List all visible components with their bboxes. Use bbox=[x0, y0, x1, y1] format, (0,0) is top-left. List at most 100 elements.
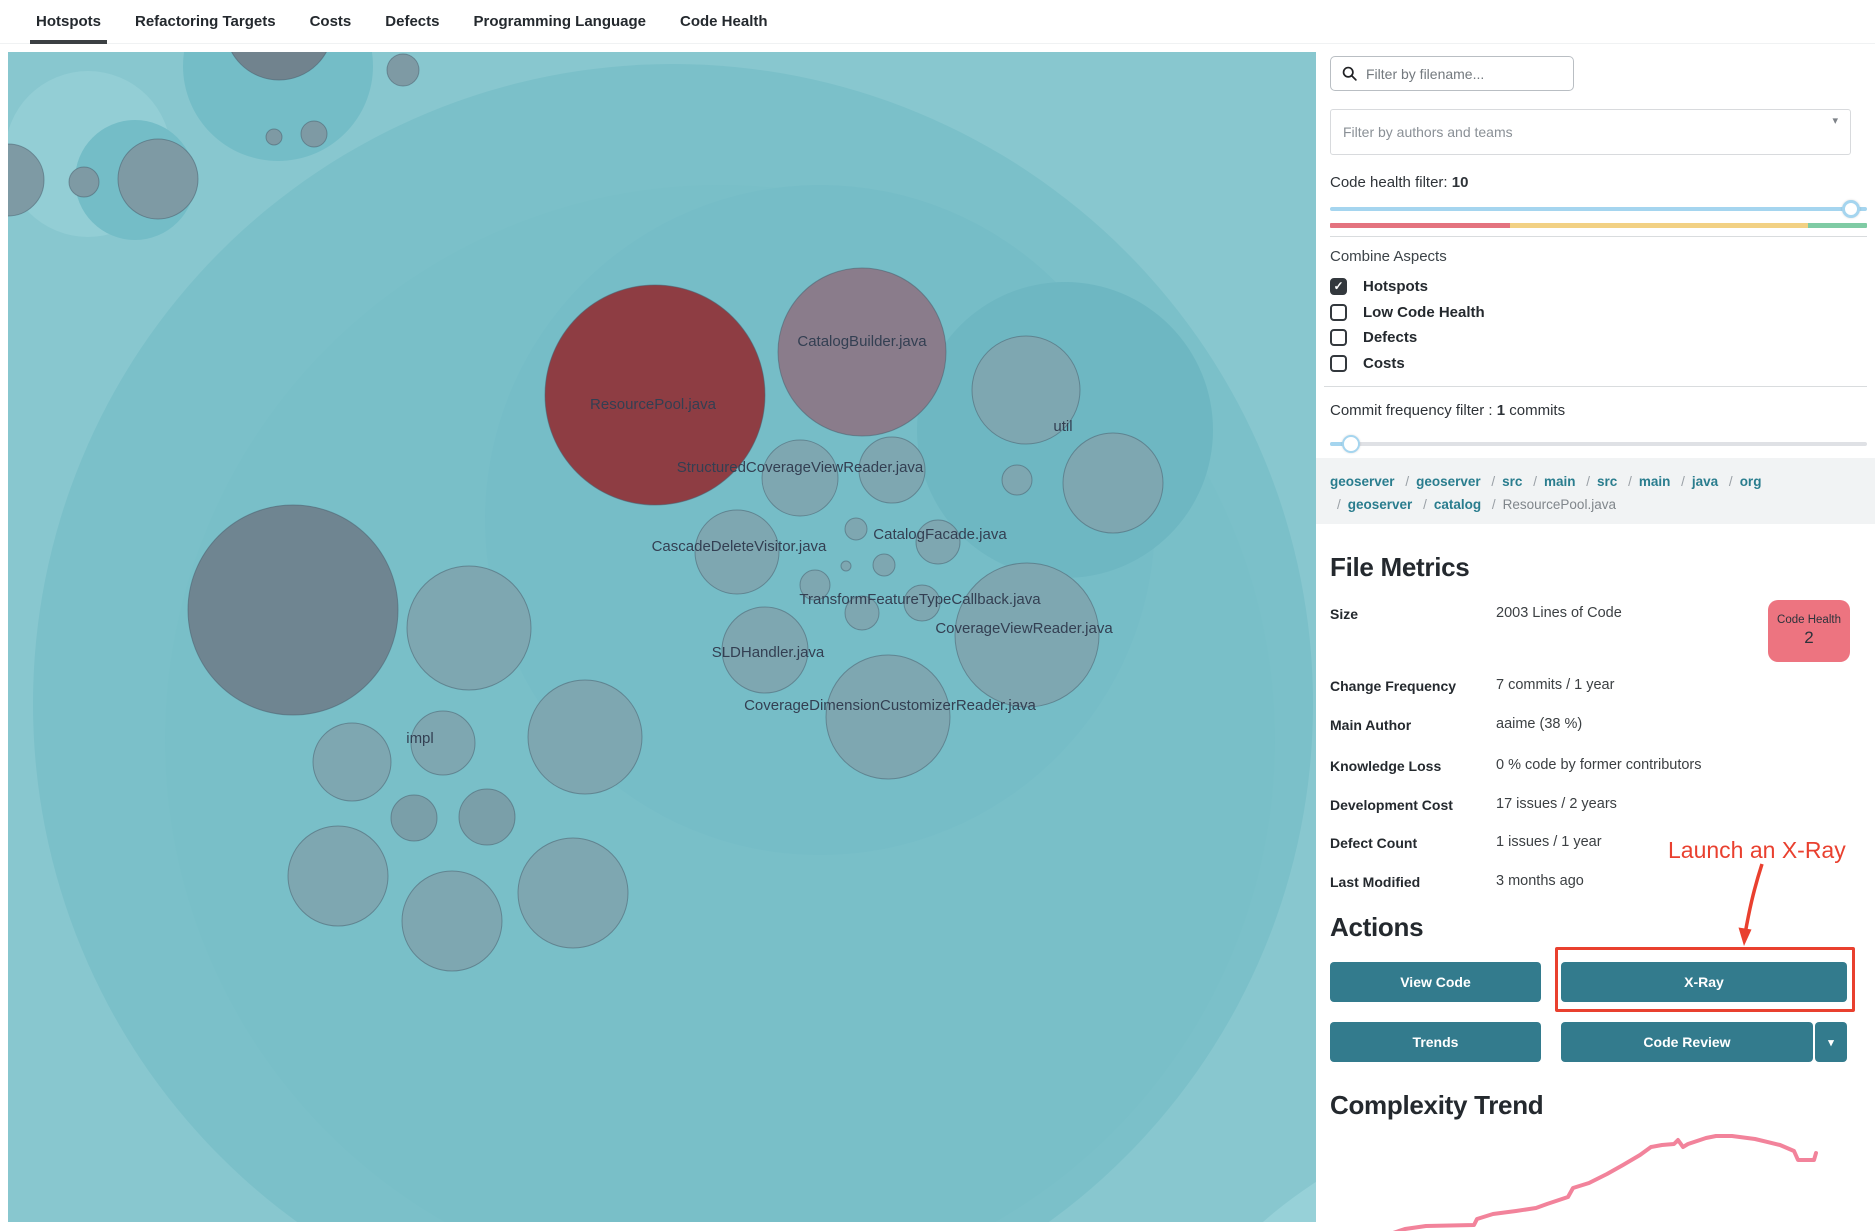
metric-value-knowledge-loss: 0 % code by former contributors bbox=[1496, 757, 1702, 773]
tab-costs[interactable]: Costs bbox=[309, 13, 352, 30]
file-bubble-mid-1[interactable] bbox=[858, 436, 926, 504]
filename-filter[interactable]: Filter by filename... bbox=[1330, 56, 1574, 91]
file-impl-3[interactable] bbox=[312, 722, 392, 802]
code-review-dropdown-button[interactable]: ▾ bbox=[1815, 1022, 1847, 1062]
bubble-label: CatalogBuilder.java bbox=[797, 333, 927, 350]
file-bubble-small-6[interactable] bbox=[386, 53, 420, 87]
breadcrumb-separator: / bbox=[1586, 474, 1591, 489]
file-impl-4[interactable] bbox=[410, 710, 476, 776]
divider bbox=[1324, 386, 1867, 387]
tab-defects[interactable]: Defects bbox=[385, 13, 440, 30]
metric-label-knowledge-loss: Knowledge Loss bbox=[1330, 758, 1442, 774]
breadcrumb-separator: / bbox=[1405, 474, 1410, 489]
file-sldhandler[interactable] bbox=[721, 606, 809, 694]
bubble-label: CatalogFacade.java bbox=[873, 526, 1007, 543]
file-bubble-mid-3[interactable] bbox=[840, 560, 852, 572]
code-health-scale-bar bbox=[1330, 223, 1867, 228]
file-impl-2[interactable] bbox=[527, 679, 643, 795]
metric-label-development-cost: Development Cost bbox=[1330, 797, 1453, 813]
tab-hotspots[interactable]: Hotspots bbox=[30, 0, 107, 44]
file-impl-1[interactable] bbox=[406, 565, 532, 691]
tab-programming-language[interactable]: Programming Language bbox=[473, 13, 647, 30]
commit-frequency-slider-track[interactable] bbox=[1330, 442, 1867, 446]
costs-checkbox[interactable]: ✓ bbox=[1330, 354, 1347, 372]
breadcrumb-link[interactable]: geoserver bbox=[1330, 474, 1395, 489]
complexity-trend-title: Complexity Trend bbox=[1330, 1090, 1544, 1120]
hotspots-checkbox[interactable]: ✓ bbox=[1330, 277, 1347, 295]
code-health-slider-handle[interactable] bbox=[1842, 200, 1860, 218]
breadcrumb-unit: / java bbox=[1674, 474, 1718, 489]
combine-aspects-title: Combine Aspects bbox=[1330, 248, 1447, 265]
code-health-slider-track[interactable] bbox=[1330, 207, 1867, 211]
breadcrumb-separator: / bbox=[1491, 474, 1496, 489]
bubble-label: CascadeDeleteVisitor.java bbox=[652, 538, 827, 555]
file-transformcallback[interactable] bbox=[844, 595, 880, 631]
aspect-row-defects: ✓ Defects bbox=[1330, 327, 1417, 347]
file-bubble-small-3[interactable] bbox=[117, 138, 199, 220]
breadcrumb-link[interactable]: src bbox=[1502, 474, 1523, 489]
code-review-button[interactable]: Code Review bbox=[1561, 1022, 1813, 1062]
breadcrumb-separator: / bbox=[1681, 474, 1685, 489]
file-util-2[interactable] bbox=[1062, 432, 1164, 534]
breadcrumb-link[interactable]: geoserver bbox=[1347, 497, 1413, 512]
file-resourcepool[interactable] bbox=[544, 284, 766, 506]
file-bubble-mid-5[interactable] bbox=[799, 569, 831, 601]
file-structuredreader[interactable] bbox=[761, 439, 839, 517]
breadcrumb-link[interactable]: src bbox=[1597, 474, 1618, 489]
aspect-row-hotspots: ✓ Hotspots bbox=[1330, 276, 1428, 296]
tab-refactoring-targets[interactable]: Refactoring Targets bbox=[135, 13, 276, 30]
file-impl-6[interactable] bbox=[458, 788, 516, 846]
file-catalogfacade[interactable] bbox=[915, 519, 961, 565]
launch-xray-annotation: Launch an X-Ray bbox=[1668, 837, 1846, 863]
file-impl-5[interactable] bbox=[390, 794, 438, 842]
file-util-3[interactable] bbox=[1001, 464, 1033, 496]
file-bubble-small-1[interactable] bbox=[0, 143, 45, 217]
file-util-main[interactable] bbox=[971, 335, 1081, 445]
breadcrumb-link[interactable]: main bbox=[1543, 474, 1576, 489]
metric-label-size: Size bbox=[1330, 606, 1359, 622]
breadcrumb-link[interactable]: catalog bbox=[1433, 497, 1482, 512]
authors-filter[interactable]: Filter by authors and teams ▾ bbox=[1330, 109, 1851, 155]
breadcrumb-unit: / main bbox=[1621, 474, 1670, 489]
breadcrumb-link[interactable]: main bbox=[1638, 474, 1671, 489]
code-health-filter-value: 10 bbox=[1451, 174, 1469, 191]
file-bubble-small-4[interactable] bbox=[265, 128, 283, 146]
breadcrumb-link[interactable]: java bbox=[1691, 474, 1719, 489]
metric-value-development-cost: 17 issues / 2 years bbox=[1496, 796, 1617, 812]
tab-code-health[interactable]: Code Health bbox=[680, 13, 768, 30]
authors-filter-placeholder: Filter by authors and teams bbox=[1343, 124, 1513, 140]
breadcrumb-separator: / bbox=[1423, 497, 1427, 512]
file-bubble-mid-2[interactable] bbox=[844, 517, 868, 541]
file-impl-7[interactable] bbox=[287, 825, 389, 927]
low-code-health-checkbox[interactable]: ✓ bbox=[1330, 303, 1347, 321]
file-bubble-small-5[interactable] bbox=[300, 120, 328, 148]
file-bubble-mid-4[interactable] bbox=[872, 553, 896, 577]
breadcrumb-link[interactable]: org bbox=[1739, 474, 1762, 489]
file-catalogbuilder[interactable] bbox=[777, 267, 947, 437]
breadcrumb-unit: / src bbox=[1484, 474, 1522, 489]
commit-frequency-slider-handle[interactable] bbox=[1342, 435, 1360, 453]
breadcrumb-current-unit: / ResourcePool.java bbox=[1485, 497, 1616, 512]
file-impl-8[interactable] bbox=[401, 870, 503, 972]
metric-value-defect-count: 1 issues / 1 year bbox=[1496, 834, 1602, 850]
trends-button[interactable]: Trends bbox=[1330, 1022, 1541, 1062]
view-code-button[interactable]: View Code bbox=[1330, 962, 1541, 1002]
file-cascadedelete[interactable] bbox=[694, 509, 780, 595]
file-impl-9[interactable] bbox=[517, 837, 629, 949]
file-bubble-darkgray[interactable] bbox=[187, 504, 399, 716]
file-bubble-mid-6[interactable] bbox=[903, 584, 941, 622]
complexity-trend-line bbox=[1392, 1134, 1818, 1231]
commit-frequency-value: 1 bbox=[1496, 402, 1506, 419]
breadcrumb-link[interactable]: geoserver bbox=[1416, 474, 1481, 489]
breadcrumb-unit: / src bbox=[1579, 474, 1617, 489]
file-coverageviewreader[interactable] bbox=[954, 562, 1100, 708]
file-coveragedimension[interactable] bbox=[825, 654, 951, 780]
aspect-label: Costs bbox=[1363, 354, 1405, 372]
sidebar: Filter by filename... Filter by authors … bbox=[1316, 52, 1875, 1231]
defects-checkbox[interactable]: ✓ bbox=[1330, 328, 1347, 346]
file-bubble-small-2[interactable] bbox=[68, 166, 100, 198]
xray-button[interactable]: X-Ray bbox=[1561, 962, 1847, 1002]
breadcrumb-current: ResourcePool.java bbox=[1502, 497, 1616, 512]
